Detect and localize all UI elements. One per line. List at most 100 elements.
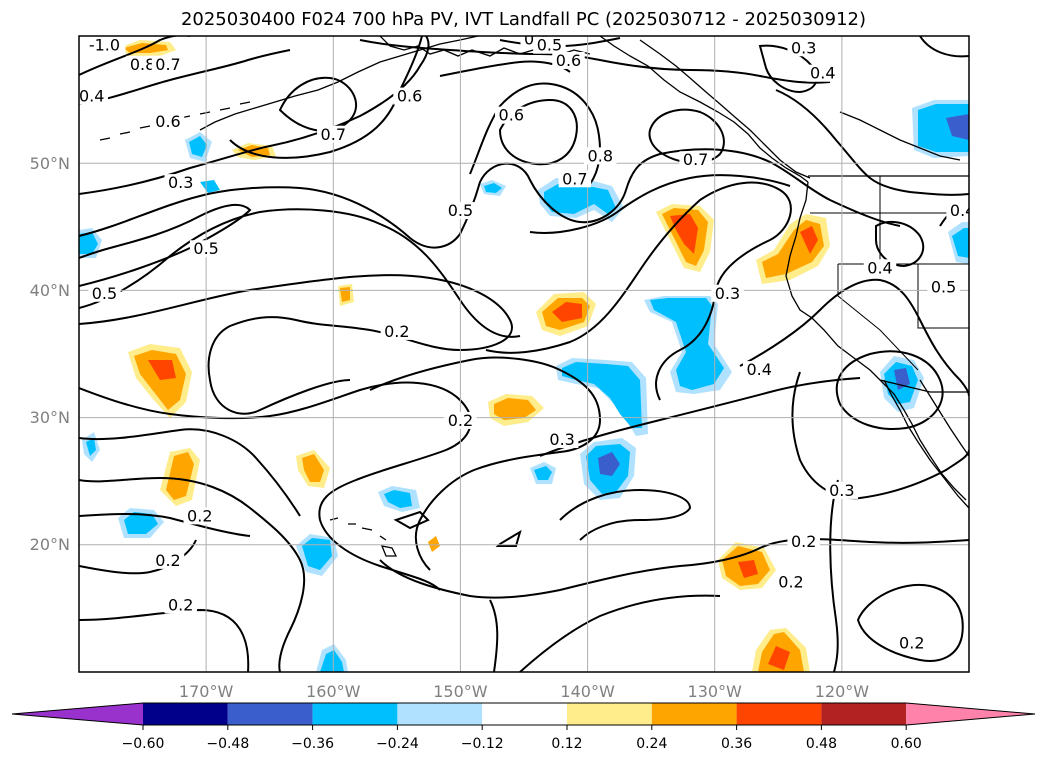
contour-label-bg (79, 87, 108, 105)
contour-label-bg (164, 596, 197, 614)
contour-label-bg (679, 151, 712, 169)
colorbar-extend-high (906, 703, 1035, 725)
positive-anomaly-region (428, 536, 440, 552)
map-background (79, 36, 969, 672)
contour-line (278, 76, 357, 132)
contour-label-bg (164, 174, 197, 192)
contour-line (775, 89, 969, 196)
contour-line (79, 539, 197, 575)
contour-label-bg (151, 113, 185, 131)
contour-line (489, 599, 499, 672)
contour-label-bg (126, 55, 159, 73)
map-title: 2025030400 F024 700 hPa PV, IVT Landfall… (180, 9, 867, 30)
us-west-coastline (785, 181, 967, 501)
contour-label-bg (946, 202, 969, 220)
negative-anomaly-region (320, 650, 344, 672)
positive-anomaly-region (494, 398, 536, 420)
contour-label-bg (787, 532, 820, 550)
contour-label-bg (444, 202, 477, 220)
negative-anomaly-region (302, 538, 332, 570)
positive-anomaly-region (302, 454, 324, 482)
contour-label: 0.2 (791, 532, 816, 551)
contour-line (369, 356, 602, 571)
contour-line (79, 49, 291, 105)
contour-label: 0.3 (168, 173, 193, 192)
contour-label-bg (83, 36, 126, 54)
negative-anomaly-region (124, 512, 158, 534)
colorbar-tick-label: −0.12 (461, 736, 504, 752)
state-border (837, 264, 919, 371)
negative-anomaly-region (650, 298, 724, 390)
contour-label: 0.5 (448, 201, 473, 220)
contour-line (229, 36, 423, 159)
negative-anomaly-region (384, 490, 412, 508)
lon-tick-label: 140°W (560, 682, 615, 701)
colorbar-tick-label: −0.48 (206, 736, 249, 752)
negative-anomaly-region (562, 362, 642, 428)
contour-line (529, 174, 791, 234)
contour-line (379, 538, 969, 599)
contour-label: 0.5 (92, 284, 117, 303)
lon-tick-label: 130°W (688, 682, 743, 701)
state-border (917, 264, 969, 329)
contour-label: -1.0 (89, 36, 120, 55)
contour-line (829, 479, 839, 672)
contour-line (79, 476, 306, 672)
contour-line (559, 488, 692, 541)
contour-line (79, 148, 901, 249)
colorbar-ticks (142, 725, 907, 730)
contour-label: 0.6 (499, 106, 524, 125)
lon-tick-label: 150°W (433, 682, 488, 701)
contour-label-bg (151, 551, 185, 569)
contour-line (495, 529, 522, 547)
contour-label-bg (711, 284, 744, 302)
lat-axis: 50°N 40°N 30°N 20°N (30, 154, 70, 554)
gridlines (79, 36, 969, 672)
contour-label-bg (317, 125, 350, 143)
contour-label: 0.3 (549, 430, 574, 449)
contour-line (79, 428, 301, 517)
mexico-border (879, 379, 969, 393)
contour-label: 0.2 (168, 595, 193, 614)
positive-anomaly-region (148, 360, 176, 380)
lat-tick-label: 30°N (30, 408, 70, 427)
contour-label: 0.4 (867, 258, 892, 277)
contour-line (835, 350, 944, 430)
contour-label: 0.5 (931, 277, 956, 296)
contour-label: 0.4 (79, 87, 104, 106)
colorbar-bin (312, 703, 398, 725)
contour-label-bg (151, 55, 185, 73)
colorbar-bin (227, 703, 313, 725)
colorbar-tick-label: 0.24 (636, 736, 667, 752)
negative-anomaly-region (946, 114, 969, 140)
colorbar-bin (651, 703, 737, 725)
contour-label: 0.2 (155, 551, 180, 570)
lon-tick-label: 160°W (306, 682, 361, 701)
lat-tick-label: 50°N (30, 154, 70, 173)
contour-line (393, 510, 430, 530)
lon-tick-label: 120°W (815, 682, 870, 701)
negative-anomaly-region (534, 466, 552, 480)
contour-line (919, 36, 969, 58)
contour-label-bg (927, 278, 960, 296)
contour-line (79, 274, 513, 415)
contour-label: 0.6 (155, 112, 180, 131)
contour-label-bg (88, 284, 121, 302)
ivt-shading (79, 40, 969, 672)
contour-label-bg (533, 36, 566, 54)
contour-label-bg (183, 507, 217, 525)
colorbar-tick-label: 0.60 (891, 736, 922, 752)
contour-line (79, 513, 251, 537)
contour-line (875, 220, 925, 268)
positive-anomaly-region (552, 302, 582, 322)
contour-label-bg (495, 106, 528, 124)
contour-labels: -1.00.80.70.40.60.70.60.60.40.50.60.30.4… (79, 36, 975, 653)
contour-label: 0.4 (746, 360, 771, 379)
contour-line (498, 98, 578, 166)
map-frame (78, 35, 970, 673)
contour-label: 0.4 (950, 201, 975, 220)
contour-label: 0.2 (384, 322, 409, 341)
colorbar-tick-label: −0.60 (122, 736, 165, 752)
negative-anomaly-region (918, 104, 969, 152)
colorbar-tick-label: −0.24 (376, 736, 419, 752)
